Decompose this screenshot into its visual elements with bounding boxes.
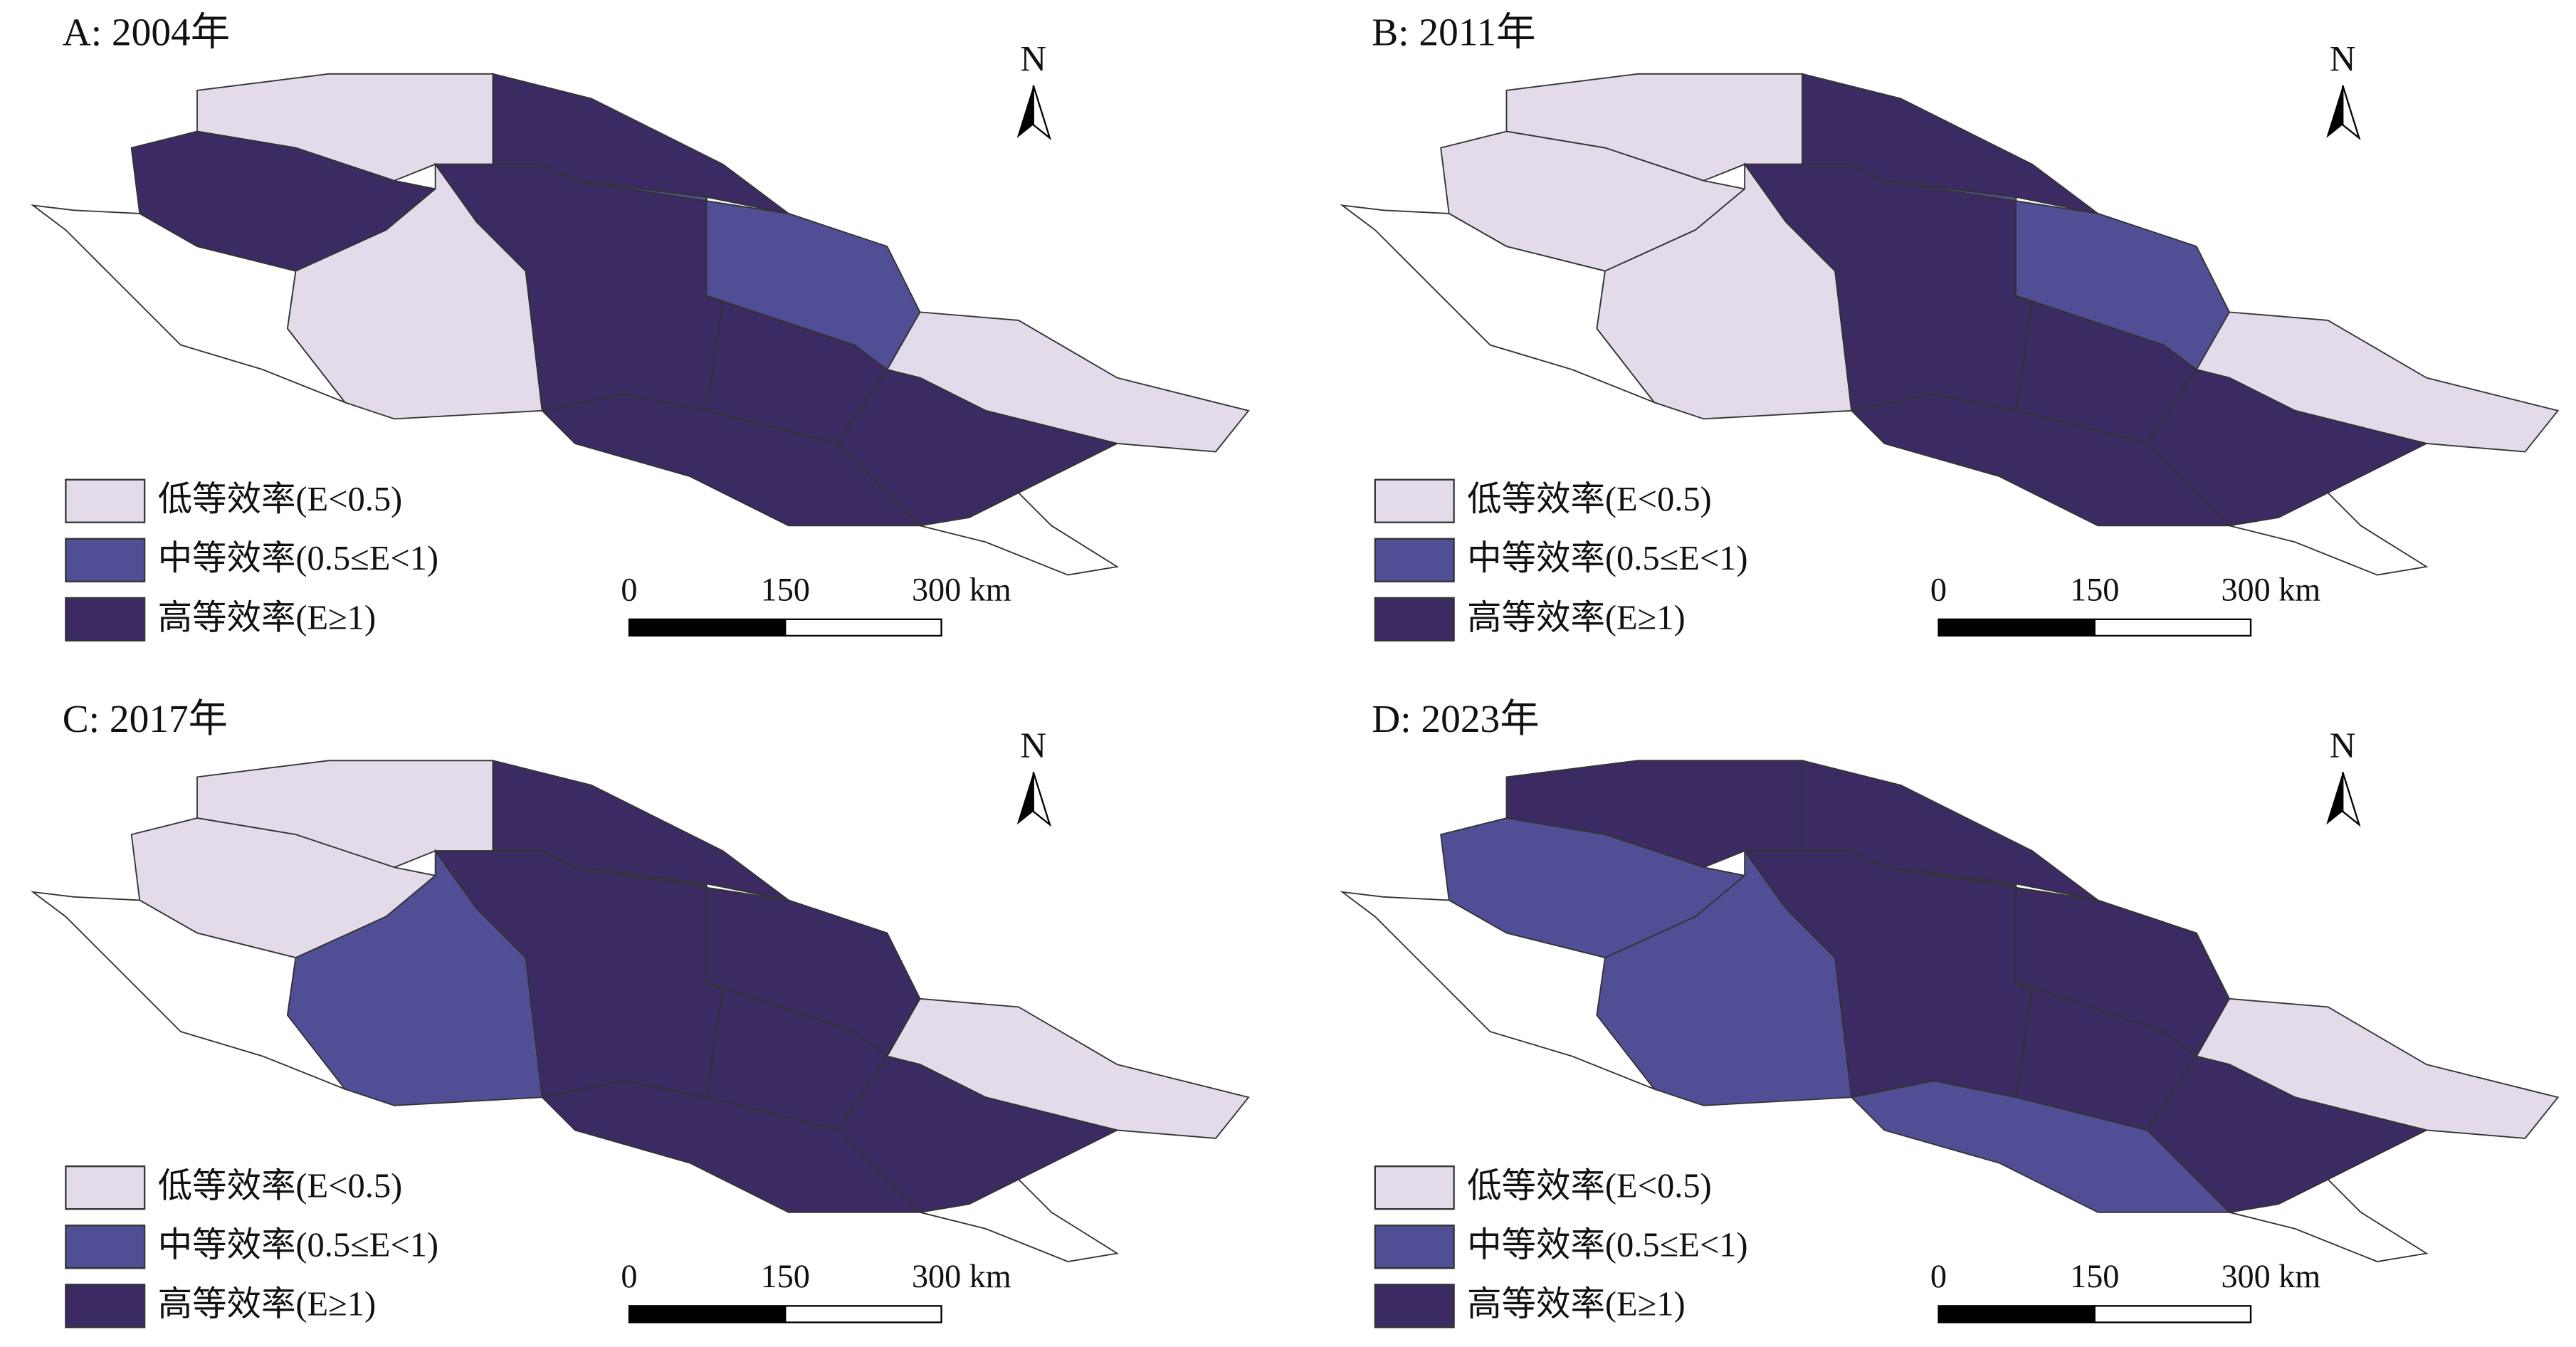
legend-swatch <box>65 538 146 582</box>
legend-label: 高等效率(E≥1) <box>1467 1286 1686 1324</box>
legend-swatch <box>1374 478 1455 523</box>
legend-swatch <box>65 1225 146 1269</box>
legend-swatch <box>65 1284 146 1328</box>
scale-bar <box>1938 1305 2096 1324</box>
region <box>920 1178 1120 1262</box>
legend-label: 中等效率(0.5≤E<1) <box>158 540 438 577</box>
legend-swatch <box>1374 538 1455 582</box>
legend-label: 高等效率(E≥1) <box>1467 599 1686 636</box>
scale-bar <box>784 1305 942 1324</box>
panel-title: C: 2017年 <box>63 697 228 740</box>
scale-label: 300 km <box>912 572 1011 608</box>
scale-label: 150 <box>2070 1258 2119 1294</box>
scale-bar <box>628 1305 787 1324</box>
legend-label: 低等效率(E<0.5) <box>1467 1168 1712 1205</box>
legend-label: 中等效率(0.5≤E<1) <box>158 1227 438 1264</box>
scale-label: 0 <box>1930 1258 1947 1294</box>
scale-label: 150 <box>2070 572 2119 608</box>
north-arrow <box>1016 85 1034 138</box>
scale-bar <box>2093 1305 2252 1324</box>
north-arrow <box>2342 85 2361 141</box>
legend-label: 低等效率(E<0.5) <box>158 481 403 518</box>
legend-label: 中等效率(0.5≤E<1) <box>1467 540 1747 577</box>
scale-bar <box>1938 618 2096 637</box>
legend-swatch <box>1374 597 1455 642</box>
scale-label: 0 <box>621 1258 637 1294</box>
legend-swatch <box>65 478 146 523</box>
scale-bar <box>628 618 787 637</box>
north-arrow <box>2342 772 2361 827</box>
north-arrow <box>1032 772 1052 827</box>
scale-label: 300 km <box>2221 572 2320 608</box>
legend-swatch <box>65 597 146 642</box>
scale-label: 300 km <box>912 1258 1011 1294</box>
legend-swatch <box>1374 1225 1455 1269</box>
scale-label: 300 km <box>2221 1258 2320 1294</box>
north-arrow <box>2326 772 2343 825</box>
scale-label: 0 <box>621 572 637 608</box>
scale-bar <box>784 618 942 637</box>
north-label: N <box>1020 38 1046 78</box>
scale-label: 150 <box>761 572 810 608</box>
region <box>920 492 1120 576</box>
region <box>2229 492 2429 576</box>
legend-label: 中等效率(0.5≤E<1) <box>1467 1227 1747 1264</box>
north-label: N <box>2330 38 2356 78</box>
panel-title: B: 2011年 <box>1372 10 1535 53</box>
north-label: N <box>2330 725 2356 765</box>
region <box>2229 1178 2429 1262</box>
legend-label: 高等效率(E≥1) <box>158 1286 377 1324</box>
scale-label: 150 <box>761 1258 810 1294</box>
panel-title: D: 2023年 <box>1372 697 1539 740</box>
legend-swatch <box>65 1165 146 1210</box>
legend-swatch <box>1374 1165 1455 1210</box>
legend-label: 低等效率(E<0.5) <box>158 1168 403 1205</box>
scale-label: 0 <box>1930 572 1947 608</box>
legend-label: 低等效率(E<0.5) <box>1467 481 1712 518</box>
north-arrow <box>1032 85 1052 141</box>
north-arrow <box>1016 772 1034 825</box>
north-arrow <box>2326 85 2343 138</box>
north-label: N <box>1020 725 1046 765</box>
legend-swatch <box>1374 1284 1455 1328</box>
scale-bar <box>2093 618 2252 637</box>
panel-title: A: 2004年 <box>63 10 230 53</box>
legend-label: 高等效率(E≥1) <box>158 599 377 636</box>
